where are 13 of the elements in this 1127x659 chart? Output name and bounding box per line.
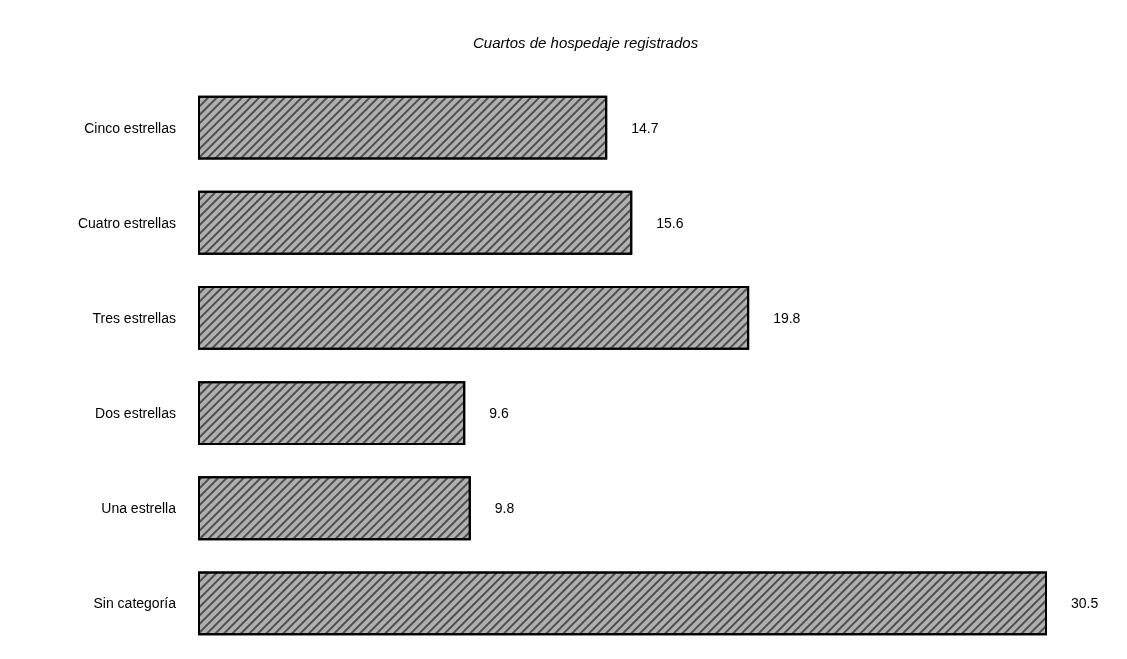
chart-title: Cuartos de hospedaje registrados	[473, 34, 699, 51]
data-label: 19.8	[773, 309, 801, 326]
data-label: 14.7	[631, 119, 659, 136]
data-label: 15.6	[656, 214, 684, 231]
data-label: 9.6	[489, 405, 509, 422]
data-label: 30.5	[1071, 595, 1099, 612]
y-tick-label: Cuatro estrellas	[77, 214, 176, 231]
data-label: 9.8	[494, 500, 515, 517]
y-tick-label: Tres estrellas	[92, 309, 176, 326]
y-tick-label: Cinco estrellas	[84, 119, 176, 136]
y-tick-label: Una estrella	[101, 500, 177, 517]
y-tick-label: Sin categoría	[93, 595, 177, 612]
y-tick-label: Dos estrellas	[95, 405, 176, 422]
